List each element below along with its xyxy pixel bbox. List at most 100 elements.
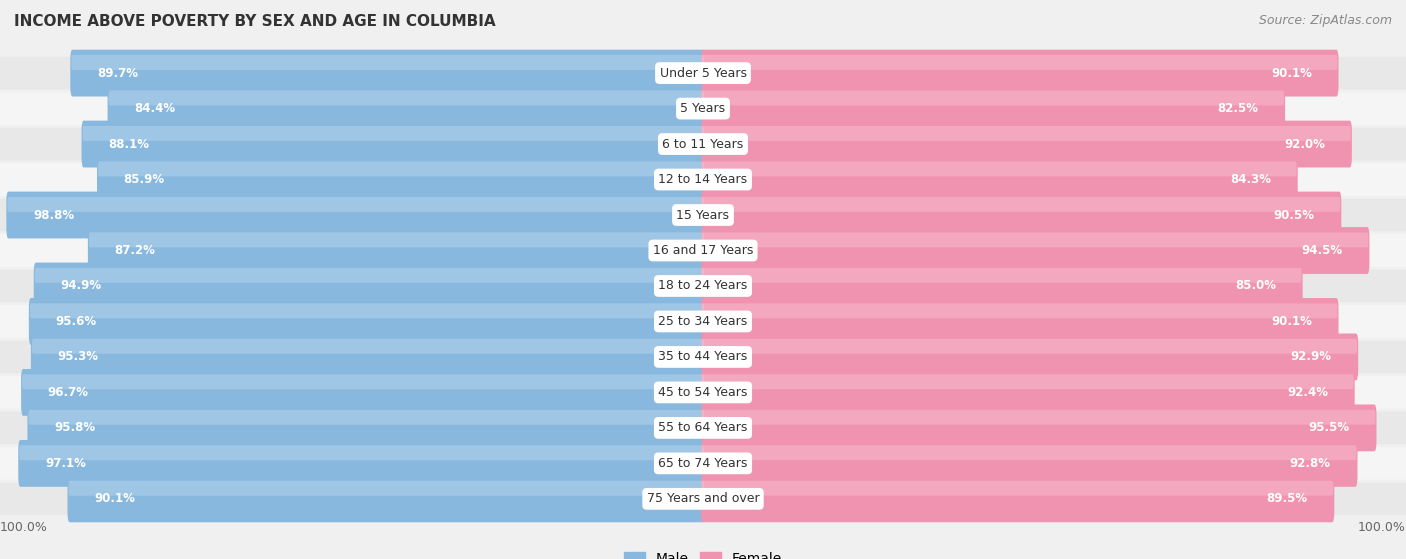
FancyBboxPatch shape <box>700 227 1369 274</box>
FancyBboxPatch shape <box>21 369 704 416</box>
FancyBboxPatch shape <box>702 233 1368 247</box>
Text: 18 to 24 Years: 18 to 24 Years <box>658 280 748 292</box>
Text: 89.5%: 89.5% <box>1267 492 1308 505</box>
FancyBboxPatch shape <box>83 126 704 141</box>
Text: 92.8%: 92.8% <box>1289 457 1330 470</box>
FancyBboxPatch shape <box>20 446 704 460</box>
Text: 15 Years: 15 Years <box>676 209 730 221</box>
FancyBboxPatch shape <box>7 197 704 212</box>
Text: 6 to 11 Years: 6 to 11 Years <box>662 138 744 150</box>
FancyBboxPatch shape <box>72 55 704 70</box>
FancyBboxPatch shape <box>702 446 1357 460</box>
FancyBboxPatch shape <box>702 268 1302 283</box>
FancyBboxPatch shape <box>700 476 1334 522</box>
FancyBboxPatch shape <box>0 340 1406 373</box>
FancyBboxPatch shape <box>700 50 1339 97</box>
Text: 89.7%: 89.7% <box>97 67 138 79</box>
FancyBboxPatch shape <box>700 85 1285 132</box>
FancyBboxPatch shape <box>34 263 704 309</box>
FancyBboxPatch shape <box>702 410 1375 425</box>
FancyBboxPatch shape <box>0 269 1406 302</box>
FancyBboxPatch shape <box>702 55 1337 70</box>
FancyBboxPatch shape <box>0 198 1406 231</box>
Text: 85.0%: 85.0% <box>1234 280 1277 292</box>
FancyBboxPatch shape <box>18 440 704 487</box>
FancyBboxPatch shape <box>700 121 1353 168</box>
Text: INCOME ABOVE POVERTY BY SEX AND AGE IN COLUMBIA: INCOME ABOVE POVERTY BY SEX AND AGE IN C… <box>14 14 496 29</box>
Text: 55 to 64 Years: 55 to 64 Years <box>658 421 748 434</box>
FancyBboxPatch shape <box>89 233 704 247</box>
FancyBboxPatch shape <box>6 192 704 239</box>
FancyBboxPatch shape <box>97 156 704 203</box>
Text: 90.1%: 90.1% <box>94 492 135 505</box>
Text: 85.9%: 85.9% <box>124 173 165 186</box>
Text: 95.6%: 95.6% <box>56 315 97 328</box>
Text: 65 to 74 Years: 65 to 74 Years <box>658 457 748 470</box>
Text: 25 to 34 Years: 25 to 34 Years <box>658 315 748 328</box>
Text: 94.9%: 94.9% <box>60 280 101 292</box>
Text: 95.8%: 95.8% <box>53 421 96 434</box>
Text: Under 5 Years: Under 5 Years <box>659 67 747 79</box>
Text: 95.3%: 95.3% <box>58 350 98 363</box>
Text: 5 Years: 5 Years <box>681 102 725 115</box>
FancyBboxPatch shape <box>700 192 1341 239</box>
Text: 75 Years and over: 75 Years and over <box>647 492 759 505</box>
FancyBboxPatch shape <box>702 481 1333 496</box>
FancyBboxPatch shape <box>702 304 1337 318</box>
FancyBboxPatch shape <box>702 339 1357 354</box>
FancyBboxPatch shape <box>98 162 704 176</box>
Text: 87.2%: 87.2% <box>114 244 156 257</box>
Text: 94.5%: 94.5% <box>1302 244 1343 257</box>
FancyBboxPatch shape <box>702 162 1296 176</box>
FancyBboxPatch shape <box>0 482 1406 515</box>
Text: 92.9%: 92.9% <box>1291 350 1331 363</box>
FancyBboxPatch shape <box>700 405 1376 451</box>
FancyBboxPatch shape <box>700 334 1358 380</box>
Text: 84.4%: 84.4% <box>134 102 176 115</box>
FancyBboxPatch shape <box>35 268 704 283</box>
Text: 45 to 54 Years: 45 to 54 Years <box>658 386 748 399</box>
Text: Source: ZipAtlas.com: Source: ZipAtlas.com <box>1258 14 1392 27</box>
FancyBboxPatch shape <box>28 405 704 451</box>
FancyBboxPatch shape <box>0 234 1406 267</box>
FancyBboxPatch shape <box>0 128 1406 160</box>
Text: 84.3%: 84.3% <box>1230 173 1271 186</box>
Text: 90.1%: 90.1% <box>1271 67 1312 79</box>
FancyBboxPatch shape <box>0 163 1406 196</box>
FancyBboxPatch shape <box>0 57 1406 89</box>
FancyBboxPatch shape <box>700 298 1339 345</box>
Text: 92.4%: 92.4% <box>1286 386 1329 399</box>
Text: 95.5%: 95.5% <box>1309 421 1350 434</box>
FancyBboxPatch shape <box>32 339 704 354</box>
FancyBboxPatch shape <box>70 50 704 97</box>
Text: 90.5%: 90.5% <box>1274 209 1315 221</box>
Text: 96.7%: 96.7% <box>48 386 89 399</box>
FancyBboxPatch shape <box>28 410 704 425</box>
Text: 100.0%: 100.0% <box>0 521 48 534</box>
FancyBboxPatch shape <box>0 92 1406 125</box>
Text: 97.1%: 97.1% <box>45 457 86 470</box>
Text: 12 to 14 Years: 12 to 14 Years <box>658 173 748 186</box>
Legend: Male, Female: Male, Female <box>619 546 787 559</box>
FancyBboxPatch shape <box>700 156 1298 203</box>
Text: 88.1%: 88.1% <box>108 138 149 150</box>
Text: 92.0%: 92.0% <box>1284 138 1324 150</box>
FancyBboxPatch shape <box>82 121 704 168</box>
FancyBboxPatch shape <box>702 126 1351 141</box>
FancyBboxPatch shape <box>69 481 704 496</box>
FancyBboxPatch shape <box>31 334 704 380</box>
FancyBboxPatch shape <box>700 369 1355 416</box>
FancyBboxPatch shape <box>30 304 704 318</box>
FancyBboxPatch shape <box>0 411 1406 444</box>
FancyBboxPatch shape <box>700 440 1358 487</box>
FancyBboxPatch shape <box>0 305 1406 338</box>
Text: 16 and 17 Years: 16 and 17 Years <box>652 244 754 257</box>
Text: 90.1%: 90.1% <box>1271 315 1312 328</box>
FancyBboxPatch shape <box>0 447 1406 480</box>
FancyBboxPatch shape <box>700 263 1303 309</box>
Text: 82.5%: 82.5% <box>1218 102 1258 115</box>
FancyBboxPatch shape <box>67 476 704 522</box>
Text: 35 to 44 Years: 35 to 44 Years <box>658 350 748 363</box>
Text: 100.0%: 100.0% <box>1358 521 1406 534</box>
FancyBboxPatch shape <box>87 227 704 274</box>
